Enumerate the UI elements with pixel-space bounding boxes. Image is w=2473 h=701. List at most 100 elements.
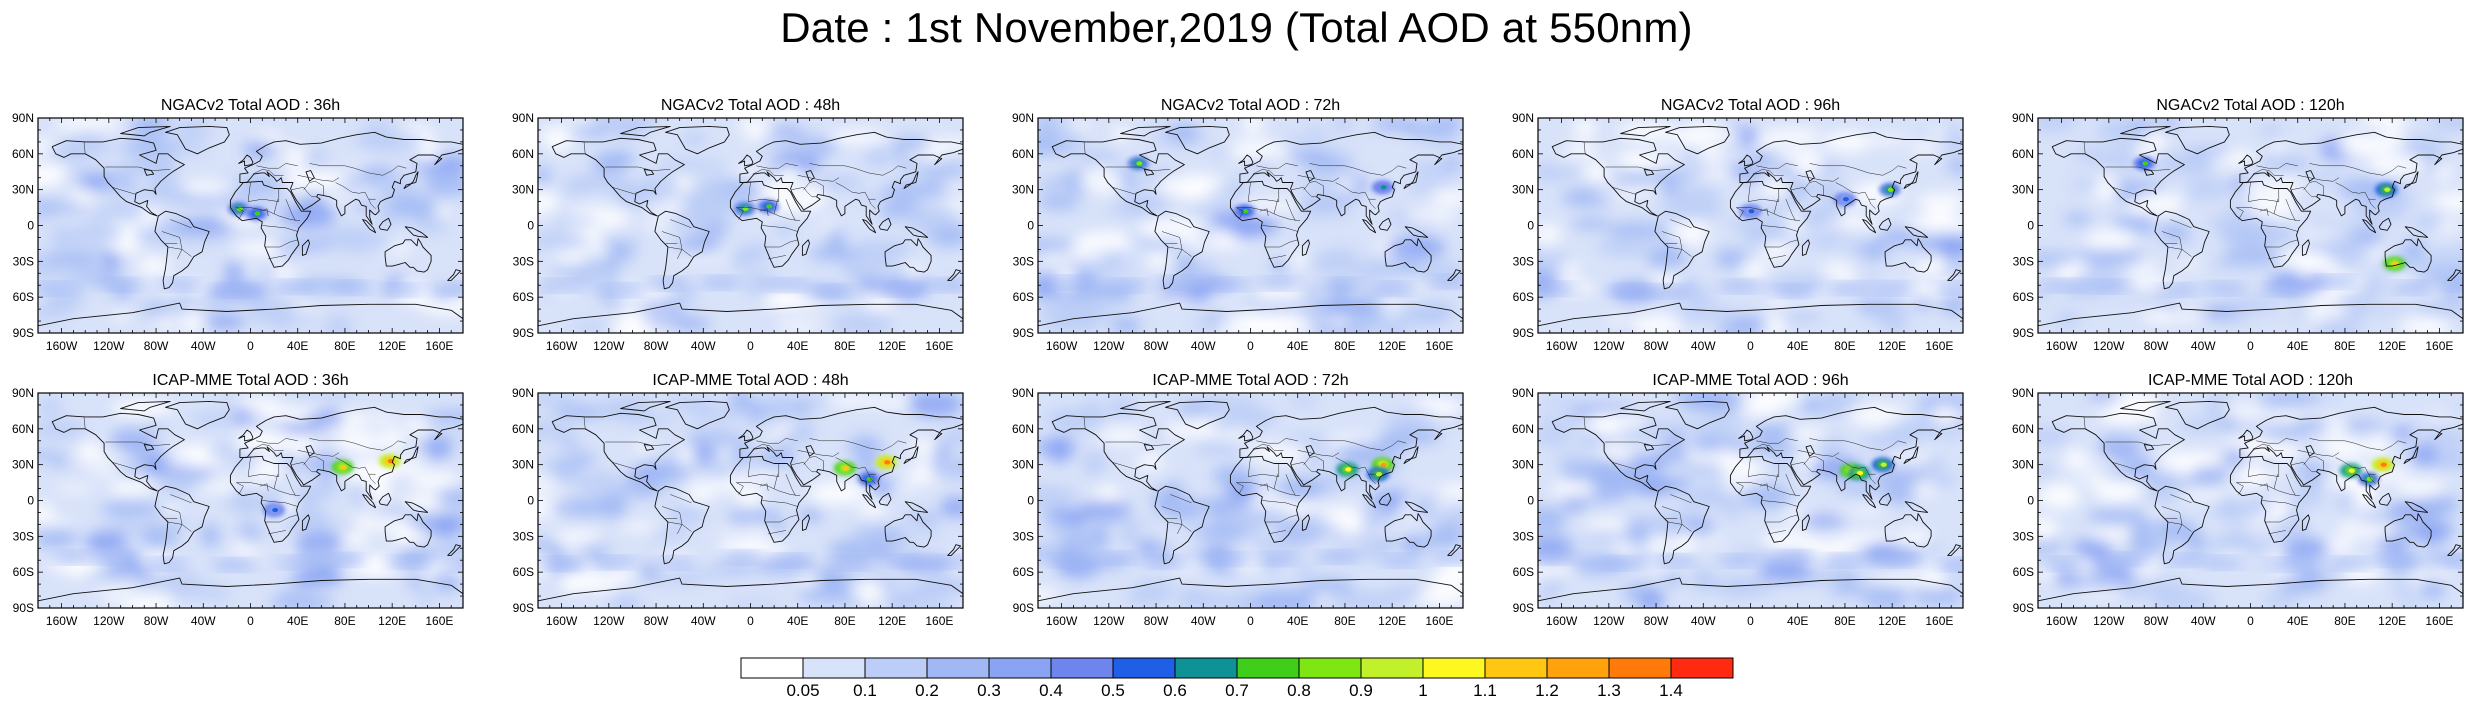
aod-patch [1567, 404, 1631, 411]
map-panel: ICAP-MME Total AOD : 96h 160W 120W 80W 40W 0 4… [1512, 372, 1964, 628]
aod-patch [722, 520, 771, 528]
country-border [1247, 457, 1280, 477]
aod-patch [1749, 393, 1803, 407]
aod-patch [1163, 496, 1205, 522]
aod-patch [1752, 422, 1793, 443]
country-border [2285, 199, 2296, 221]
aod-patch [1404, 209, 1457, 221]
coastlines [1038, 400, 1463, 608]
aod-patch [610, 593, 641, 608]
aod-patch [1227, 480, 1258, 503]
x-tick-label: 40E [787, 614, 808, 628]
coastline [362, 219, 377, 234]
y-tick-label: 30S [1513, 254, 1534, 268]
aod-patch [538, 477, 560, 490]
country-border [1764, 514, 1798, 523]
coastline [1620, 125, 1671, 137]
country-border [667, 246, 683, 260]
lake-outline [1643, 168, 1655, 176]
country-border [864, 466, 876, 475]
aod-patch [207, 444, 236, 461]
country-border [835, 182, 866, 194]
y-tick-label: 30S [2013, 254, 2034, 268]
aod-patch [733, 443, 751, 466]
y-tick-label: 30S [1013, 254, 1034, 268]
aod-patch [1618, 119, 1681, 142]
aod-patch [686, 197, 728, 215]
y-tick-label: 0 [2027, 219, 2034, 233]
coastline [154, 485, 210, 565]
aod-patch [429, 515, 463, 538]
aod-patch [945, 423, 963, 450]
country-border [1354, 440, 1407, 451]
aod-patch [1670, 304, 1738, 327]
country-border [2285, 474, 2296, 496]
aod-patch [290, 567, 344, 587]
country-border [2256, 163, 2298, 169]
x-tick-label: 120W [1593, 339, 1625, 353]
country-border [736, 482, 801, 496]
aod-patch [1644, 285, 1689, 298]
figure-title: Date : 1st November,2019 (Total AOD at 5… [780, 4, 1693, 51]
coastline [239, 406, 463, 500]
aod-patch [385, 556, 430, 569]
aod-patch [1538, 282, 1578, 295]
aod-patch [2201, 556, 2246, 569]
coastline [2238, 429, 2254, 442]
aod-patch [1122, 208, 1176, 219]
aod-patch [908, 202, 958, 225]
coastline [1884, 513, 1932, 548]
aod-patch [113, 160, 171, 181]
aod-patch [826, 227, 846, 253]
country-border [762, 225, 798, 232]
aod-patch [1042, 314, 1102, 333]
country-border [797, 450, 840, 457]
aod-patch [55, 118, 122, 131]
country-border [1768, 530, 1786, 535]
country-border [583, 416, 586, 429]
coastline [1538, 577, 1963, 608]
country-border [1747, 457, 1780, 477]
coastline [1239, 406, 1463, 500]
x-tick-label: 120W [93, 614, 125, 628]
country-border [2309, 438, 2355, 444]
aod-patch [1865, 301, 1909, 323]
coastline [2447, 544, 2462, 556]
aod-patch [831, 311, 892, 333]
panel-title: ICAP-MME Total AOD : 120h [2148, 372, 2353, 389]
aod-texture [1538, 393, 1963, 608]
aod-patch [423, 435, 453, 460]
country-border [2368, 474, 2376, 484]
country-border [2364, 466, 2376, 475]
aod-patch [2272, 517, 2316, 541]
coastline [738, 154, 754, 167]
country-border [1868, 199, 1876, 209]
aod-patch [100, 500, 165, 518]
coastline [1904, 501, 1929, 513]
country-border [1167, 246, 1183, 260]
coastline [2378, 217, 2392, 231]
aod-patch [1345, 259, 1399, 280]
country-border [1309, 438, 1355, 444]
aod-patch [549, 498, 616, 517]
aod-patch [1297, 195, 1360, 205]
y-tick-label: 30N [12, 183, 34, 197]
aod-patch [2038, 118, 2077, 132]
country-border [612, 187, 637, 195]
country-border [2112, 187, 2137, 195]
country-border [773, 474, 778, 489]
aod-patch [2113, 180, 2167, 192]
y-tick-label: 60S [13, 565, 34, 579]
aod-patch [1371, 119, 1422, 130]
country-border [2105, 441, 2171, 446]
aod-patch [1911, 139, 1937, 155]
y-tick-label: 90S [1513, 326, 1534, 340]
colorbar-label: 0.2 [915, 681, 939, 700]
x-tick-label: 80E [334, 339, 355, 353]
aod-patch [1428, 118, 1463, 135]
aod-patch [798, 510, 824, 521]
country-border [256, 163, 298, 169]
aod-patch [1193, 442, 1241, 455]
aod-patch [647, 527, 690, 540]
aod-patch [1788, 275, 1841, 283]
